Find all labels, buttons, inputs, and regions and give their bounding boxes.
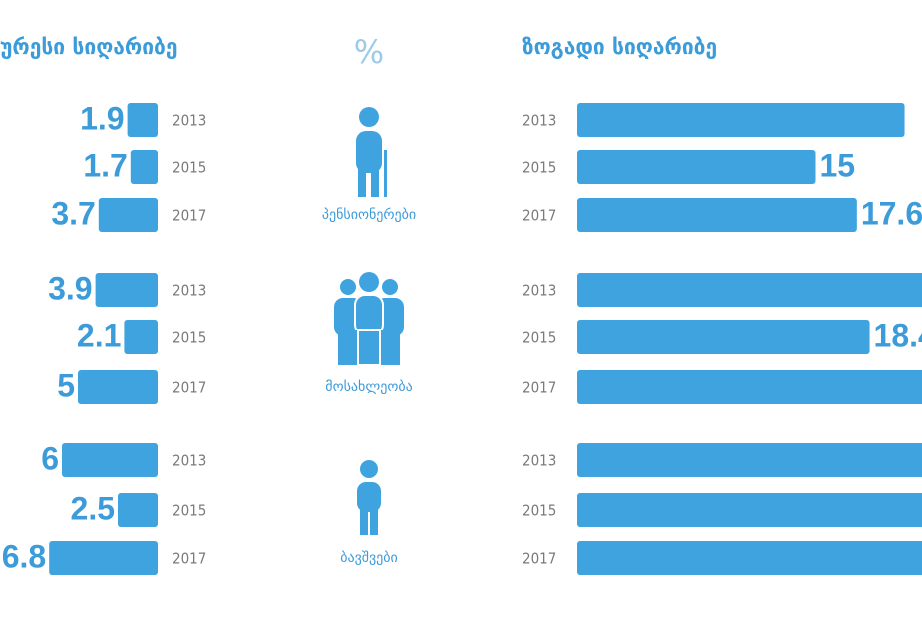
year-label: 2015 [522,329,556,347]
year-label: 2017 [172,207,206,225]
year-label: 2017 [522,379,556,397]
bar [95,273,158,307]
icon-population [334,272,404,366]
year-label: 2013 [522,452,556,470]
value-label: 3.7 [51,195,95,231]
bar [577,273,922,307]
year-label: 2013 [172,112,206,130]
value-label: 6 [41,440,59,476]
bar [49,541,159,575]
bar [577,541,922,575]
value-label: 5 [57,367,75,403]
bar [98,198,158,232]
year-label: 2013 [522,112,556,130]
year-label: 2017 [522,550,556,568]
value-label: 3.9 [48,270,92,306]
bar [577,320,870,354]
year-label: 2017 [172,550,206,568]
value-label: 2.5 [71,490,115,526]
year-label: 2015 [172,502,206,520]
bar [577,150,816,184]
left-title: ურესი სიღარიბე [0,35,178,59]
value-label: 6.8 [2,538,46,574]
year-label: 2013 [522,282,556,300]
icon-child [357,460,381,535]
value-label: 18.4 [874,317,922,353]
year-label: 2015 [522,159,556,177]
unit: % [354,33,384,71]
bar [577,370,922,404]
group-label: ბავშვები [340,550,398,566]
bar [124,320,158,354]
value-label: 1.7 [83,147,127,183]
bar [577,493,922,527]
bar [78,370,158,404]
value-label: 1.9 [80,100,124,136]
right-title: ზოგადი სიღარიბე [522,35,717,59]
group-label: მოსახლეობა [325,379,412,395]
bar [577,198,857,232]
value-label: 2.1 [77,317,121,353]
bar [62,443,158,477]
bar [130,150,158,184]
year-label: 2015 [522,502,556,520]
bar [118,493,158,527]
group-label: პენსიონერები [322,206,416,223]
year-label: 2013 [172,282,206,300]
icon-pensioner [356,107,387,197]
bar [577,443,922,477]
year-label: 2013 [172,452,206,470]
year-label: 2015 [172,159,206,177]
year-label: 2015 [172,329,206,347]
bar [127,103,158,137]
value-label: 17.6 [861,195,922,231]
year-label: 2017 [172,379,206,397]
value-label: 15 [820,147,856,183]
bar [577,103,905,137]
year-label: 2017 [522,207,556,225]
